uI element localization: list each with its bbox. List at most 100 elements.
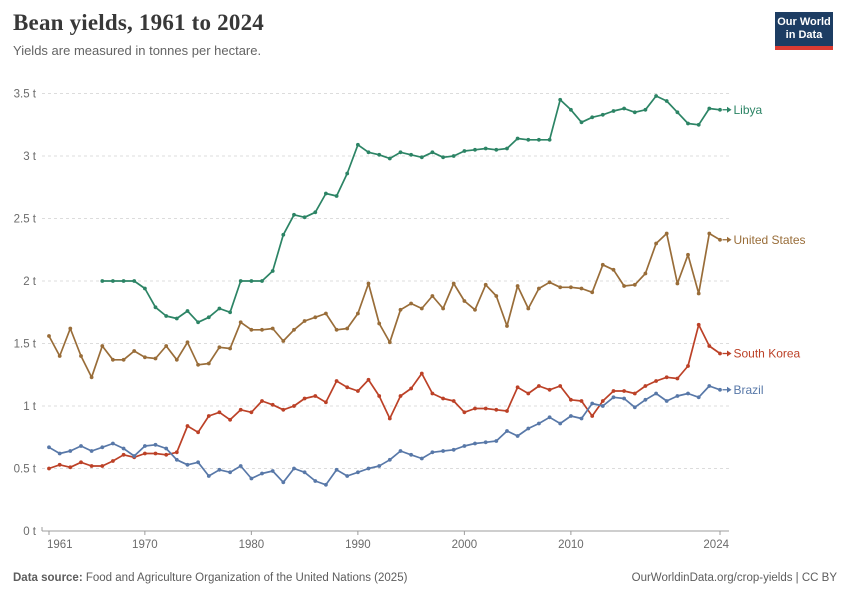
data-point[interactable] bbox=[632, 391, 637, 396]
data-point[interactable] bbox=[121, 279, 126, 283]
data-point[interactable] bbox=[590, 290, 595, 295]
data-point[interactable] bbox=[387, 457, 392, 462]
data-point[interactable] bbox=[164, 452, 169, 457]
data-point[interactable] bbox=[292, 327, 296, 332]
data-point[interactable] bbox=[675, 394, 680, 398]
data-point[interactable] bbox=[281, 232, 286, 237]
data-point[interactable] bbox=[558, 421, 563, 426]
data-point[interactable] bbox=[132, 454, 137, 458]
data-point[interactable] bbox=[643, 271, 648, 276]
data-point[interactable] bbox=[292, 404, 296, 408]
data-point[interactable] bbox=[345, 385, 350, 390]
data-point[interactable] bbox=[196, 362, 201, 367]
data-point[interactable] bbox=[377, 394, 382, 398]
data-point[interactable] bbox=[334, 194, 339, 198]
series-brazil[interactable]: Brazil bbox=[47, 383, 764, 487]
data-point[interactable] bbox=[547, 415, 552, 420]
data-point[interactable] bbox=[664, 99, 669, 103]
data-point[interactable] bbox=[558, 285, 563, 290]
data-point[interactable] bbox=[302, 470, 307, 475]
data-point[interactable] bbox=[238, 407, 243, 412]
data-point[interactable] bbox=[505, 429, 509, 433]
data-point[interactable] bbox=[664, 231, 669, 236]
data-point[interactable] bbox=[707, 231, 712, 236]
data-point[interactable] bbox=[89, 464, 94, 468]
data-point[interactable] bbox=[89, 375, 94, 380]
data-point[interactable] bbox=[632, 110, 637, 115]
data-point[interactable] bbox=[377, 321, 382, 326]
data-point[interactable] bbox=[57, 462, 62, 467]
data-point[interactable] bbox=[324, 311, 328, 316]
data-point[interactable] bbox=[515, 284, 520, 288]
data-point[interactable] bbox=[387, 416, 392, 421]
data-point[interactable] bbox=[611, 389, 616, 393]
data-point[interactable] bbox=[686, 364, 690, 368]
data-point[interactable] bbox=[430, 294, 435, 298]
data-point[interactable] bbox=[270, 269, 275, 273]
data-point[interactable] bbox=[79, 354, 83, 358]
data-point[interactable] bbox=[217, 345, 222, 350]
data-point[interactable] bbox=[696, 395, 701, 400]
data-point[interactable] bbox=[100, 344, 105, 348]
data-point[interactable] bbox=[430, 391, 435, 396]
data-point[interactable] bbox=[632, 405, 637, 410]
data-point[interactable] bbox=[654, 241, 658, 246]
data-point[interactable] bbox=[121, 446, 126, 451]
data-point[interactable] bbox=[185, 424, 190, 428]
data-point[interactable] bbox=[196, 430, 201, 435]
data-point[interactable] bbox=[174, 357, 179, 362]
data-point[interactable] bbox=[111, 459, 115, 463]
series-label-south-korea[interactable]: South Korea bbox=[734, 347, 801, 361]
data-point[interactable] bbox=[345, 326, 350, 331]
data-point[interactable] bbox=[132, 349, 137, 353]
data-point[interactable] bbox=[57, 354, 62, 358]
footer-link[interactable]: OurWorldinData.org/crop-yields | CC BY bbox=[631, 572, 837, 584]
data-point[interactable] bbox=[494, 407, 499, 412]
data-point[interactable] bbox=[579, 286, 584, 291]
data-point[interactable] bbox=[206, 361, 211, 366]
data-point[interactable] bbox=[68, 465, 73, 470]
data-point[interactable] bbox=[281, 480, 286, 485]
data-point[interactable] bbox=[600, 399, 605, 403]
data-point[interactable] bbox=[473, 441, 477, 446]
data-point[interactable] bbox=[643, 384, 648, 388]
data-point[interactable] bbox=[526, 137, 531, 142]
data-point[interactable] bbox=[505, 324, 509, 328]
data-point[interactable] bbox=[334, 379, 339, 383]
data-point[interactable] bbox=[366, 150, 371, 155]
data-point[interactable] bbox=[398, 394, 403, 398]
data-point[interactable] bbox=[313, 210, 318, 215]
data-point[interactable] bbox=[451, 399, 456, 403]
data-point[interactable] bbox=[121, 452, 126, 457]
data-point[interactable] bbox=[68, 326, 73, 331]
data-point[interactable] bbox=[409, 386, 413, 391]
data-point[interactable] bbox=[547, 137, 552, 142]
data-point[interactable] bbox=[718, 387, 722, 392]
data-point[interactable] bbox=[79, 460, 83, 465]
data-point[interactable] bbox=[153, 442, 158, 447]
data-point[interactable] bbox=[537, 137, 541, 142]
data-point[interactable] bbox=[356, 389, 360, 393]
data-point[interactable] bbox=[483, 440, 488, 445]
data-point[interactable] bbox=[473, 406, 477, 411]
data-point[interactable] bbox=[547, 280, 552, 285]
data-point[interactable] bbox=[174, 457, 179, 462]
data-point[interactable] bbox=[707, 384, 712, 388]
data-point[interactable] bbox=[228, 470, 233, 475]
data-point[interactable] bbox=[100, 464, 105, 468]
data-point[interactable] bbox=[654, 391, 658, 396]
data-point[interactable] bbox=[345, 474, 350, 478]
data-point[interactable] bbox=[185, 340, 190, 345]
data-point[interactable] bbox=[377, 152, 382, 157]
data-point[interactable] bbox=[366, 466, 371, 471]
data-point[interactable] bbox=[654, 379, 658, 383]
data-point[interactable] bbox=[387, 340, 392, 345]
series-south-korea[interactable]: South Korea bbox=[47, 322, 801, 471]
data-point[interactable] bbox=[718, 237, 722, 242]
series-united-states[interactable]: United States bbox=[47, 231, 806, 380]
data-point[interactable] bbox=[292, 466, 296, 471]
data-point[interactable] bbox=[451, 447, 456, 452]
data-point[interactable] bbox=[121, 357, 126, 362]
data-point[interactable] bbox=[526, 391, 531, 396]
data-point[interactable] bbox=[547, 387, 552, 392]
